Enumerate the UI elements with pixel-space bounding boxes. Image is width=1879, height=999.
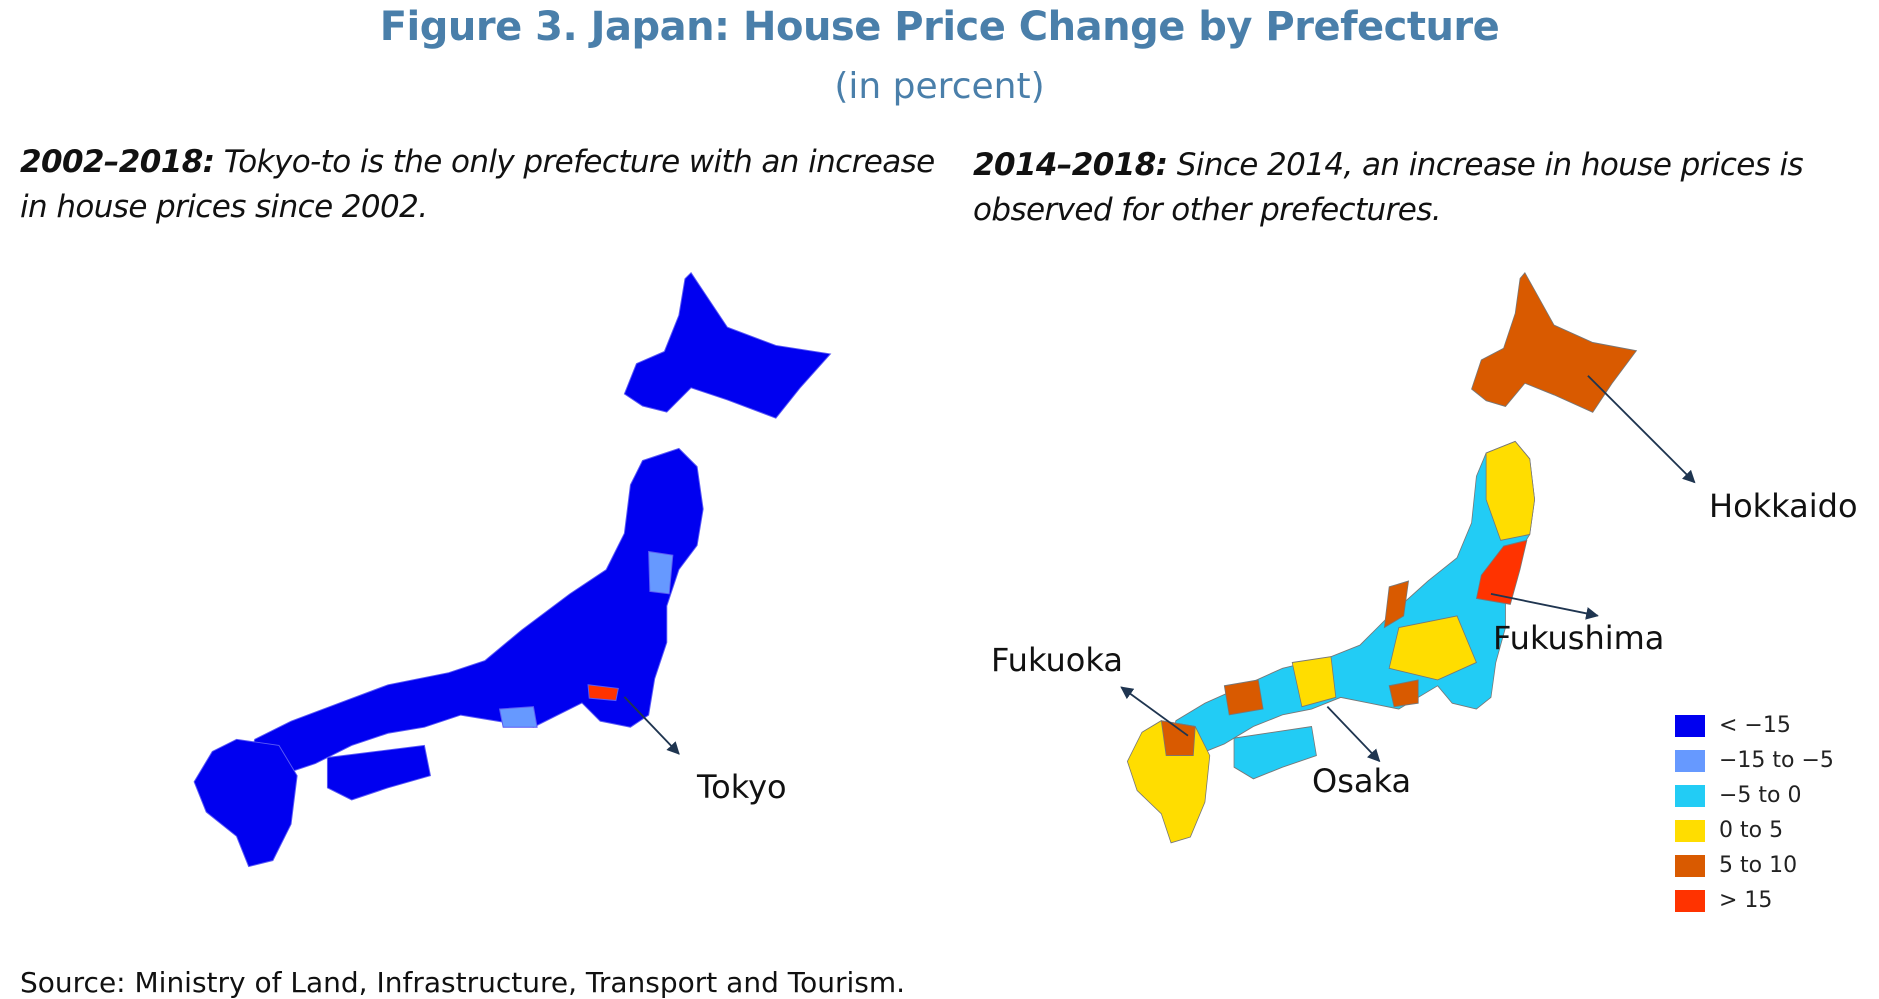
legend-item: < −15 [1675, 708, 1834, 743]
right-hiroshima [1223, 679, 1264, 716]
legend-label: 0 to 5 [1719, 818, 1784, 843]
figure-title: Figure 3. Japan: House Price Change by P… [379, 4, 1500, 50]
right-kansai [1291, 656, 1337, 708]
left-kyushu [193, 738, 298, 868]
left-honshu [248, 447, 704, 777]
legend-label: 5 to 10 [1719, 853, 1798, 878]
fukuoka-arrow [1120, 686, 1189, 737]
left-caption: 2002–2018: Tokyo-to is the only prefectu… [20, 140, 940, 230]
legend-label: < −15 [1719, 713, 1791, 738]
left-caption-line1: Tokyo-to is the only prefecture with an … [214, 144, 936, 180]
right-fukuoka-region [1160, 720, 1196, 757]
right-niigata [1383, 580, 1410, 629]
label-tokyo: Tokyo [697, 768, 787, 806]
legend-item: 0 to 5 [1675, 813, 1834, 848]
hokkaido-arrow [1587, 375, 1696, 484]
right-shizuoka [1388, 679, 1419, 708]
legend-item: −15 to −5 [1675, 743, 1834, 778]
left-map [193, 272, 832, 868]
left-hokkaido [623, 272, 832, 419]
legend-swatch [1675, 714, 1705, 737]
osaka-arrow [1326, 705, 1381, 763]
source-note: Source: Ministry of Land, Infrastructure… [20, 966, 906, 999]
right-hokkaido [1470, 272, 1637, 413]
right-shikoku [1233, 725, 1318, 780]
left-period: 2002–2018: [20, 144, 215, 180]
label-fukushima: Fukushima [1493, 619, 1665, 657]
left-region-light-2 [498, 706, 538, 728]
label-fukuoka: Fukuoka [991, 641, 1123, 679]
right-caption-line1: Since 2014, an increase in house prices … [1167, 147, 1804, 183]
legend-swatch [1675, 889, 1705, 912]
right-fukushima-region [1475, 539, 1528, 605]
fukushima-arrow [1490, 592, 1599, 620]
legend-item: −5 to 0 [1675, 778, 1834, 813]
legend: < −15 −15 to −5 −5 to 0 0 to 5 5 to 10 > 15 [1675, 708, 1834, 918]
legend-item: 5 to 10 [1675, 848, 1834, 883]
right-caption-line2: observed for other prefectures. [973, 192, 1442, 228]
left-region-light [648, 550, 674, 595]
right-period: 2014–2018: [973, 147, 1168, 183]
legend-item: > 15 [1675, 883, 1834, 918]
figure-subtitle: (in percent) [834, 66, 1045, 107]
left-tokyo-region [587, 684, 619, 702]
label-osaka: Osaka [1312, 762, 1412, 800]
legend-label: > 15 [1719, 888, 1773, 913]
right-map [1126, 272, 1637, 844]
label-hokkaido: Hokkaido [1709, 487, 1858, 525]
tokyo-arrow [623, 696, 680, 755]
left-caption-line2: in house prices since 2002. [20, 189, 428, 225]
legend-label: −15 to −5 [1719, 748, 1834, 773]
left-shikoku [326, 744, 432, 801]
legend-swatch [1675, 784, 1705, 807]
legend-swatch [1675, 819, 1705, 842]
right-caption: 2014–2018: Since 2014, an increase in ho… [973, 143, 1873, 233]
legend-swatch [1675, 854, 1705, 877]
right-central [1388, 615, 1477, 681]
legend-label: −5 to 0 [1719, 783, 1802, 808]
legend-swatch [1675, 749, 1705, 772]
right-tohoku [1485, 440, 1535, 541]
